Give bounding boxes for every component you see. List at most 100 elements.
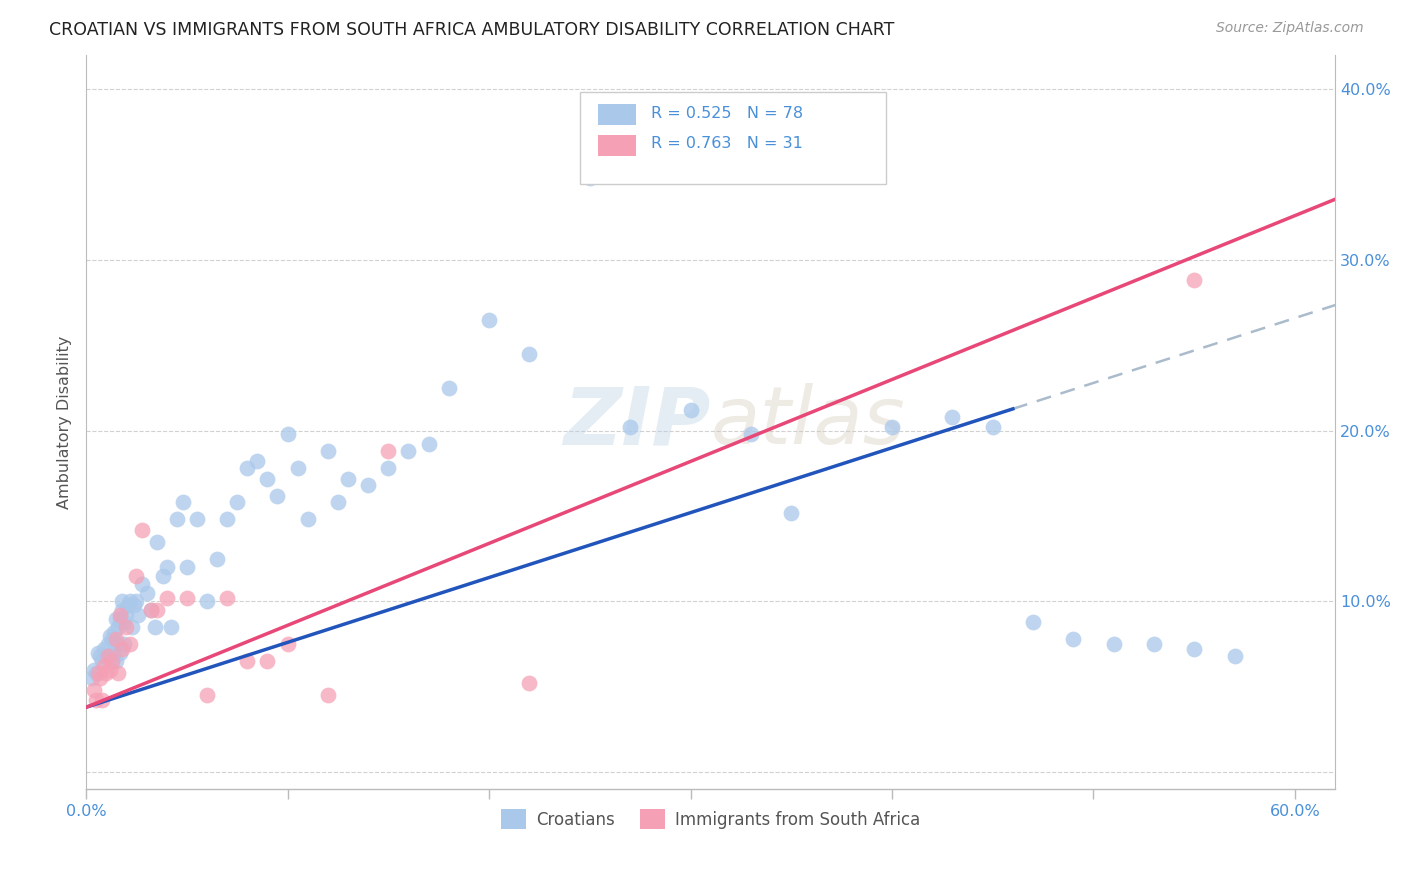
Point bbox=[145, 603, 167, 617]
Text: ZIP: ZIP bbox=[564, 384, 710, 461]
Point bbox=[112, 637, 135, 651]
Bar bbox=[598, 104, 636, 125]
Point bbox=[112, 615, 135, 629]
Point bbox=[377, 461, 399, 475]
Point bbox=[131, 523, 153, 537]
Point bbox=[156, 591, 179, 605]
Point bbox=[256, 654, 278, 668]
Point bbox=[145, 534, 167, 549]
Text: R = 0.763   N = 31: R = 0.763 N = 31 bbox=[651, 136, 803, 152]
Point bbox=[266, 489, 288, 503]
Point bbox=[981, 420, 1004, 434]
Point bbox=[87, 646, 110, 660]
Point bbox=[125, 594, 148, 608]
Point bbox=[131, 577, 153, 591]
Point bbox=[166, 512, 188, 526]
Point bbox=[1182, 273, 1205, 287]
Point bbox=[101, 632, 124, 646]
Point bbox=[84, 666, 107, 681]
Point bbox=[780, 506, 803, 520]
Point bbox=[120, 637, 142, 651]
Point bbox=[98, 629, 121, 643]
Point bbox=[377, 444, 399, 458]
Point bbox=[93, 642, 115, 657]
Text: R = 0.525   N = 78: R = 0.525 N = 78 bbox=[651, 105, 803, 120]
Point bbox=[517, 676, 540, 690]
Point bbox=[91, 654, 114, 668]
Point bbox=[217, 591, 239, 605]
Point bbox=[517, 347, 540, 361]
Point bbox=[111, 594, 134, 608]
Point bbox=[287, 461, 309, 475]
Point bbox=[107, 620, 129, 634]
Point bbox=[478, 312, 501, 326]
Point bbox=[277, 637, 299, 651]
Point bbox=[156, 560, 179, 574]
Point bbox=[941, 410, 963, 425]
Point bbox=[619, 420, 641, 434]
Point bbox=[124, 598, 146, 612]
Point bbox=[83, 663, 105, 677]
Point bbox=[256, 471, 278, 485]
Y-axis label: Ambulatory Disability: Ambulatory Disability bbox=[58, 335, 72, 508]
Point bbox=[437, 381, 460, 395]
Point bbox=[121, 620, 143, 634]
Point bbox=[396, 444, 419, 458]
Point bbox=[236, 461, 259, 475]
Point bbox=[105, 654, 128, 668]
Point bbox=[246, 454, 269, 468]
Point bbox=[143, 620, 166, 634]
Point bbox=[96, 666, 118, 681]
Point bbox=[105, 611, 128, 625]
Point bbox=[326, 495, 349, 509]
Point bbox=[84, 693, 107, 707]
Point bbox=[236, 654, 259, 668]
Point bbox=[578, 171, 600, 186]
Point bbox=[226, 495, 249, 509]
Point bbox=[337, 471, 360, 485]
Point bbox=[111, 642, 134, 657]
Point bbox=[316, 689, 339, 703]
Point bbox=[1143, 637, 1166, 651]
Point bbox=[139, 603, 162, 617]
Point bbox=[93, 659, 115, 673]
Point bbox=[152, 569, 174, 583]
Point bbox=[1223, 648, 1246, 663]
Point bbox=[89, 671, 111, 685]
Point bbox=[101, 654, 124, 668]
Point bbox=[87, 666, 110, 681]
Point bbox=[217, 512, 239, 526]
Point bbox=[91, 693, 114, 707]
Point bbox=[1102, 637, 1125, 651]
Point bbox=[82, 671, 104, 685]
Point bbox=[101, 654, 124, 668]
Point bbox=[679, 403, 702, 417]
Point bbox=[115, 620, 138, 634]
Point bbox=[97, 637, 120, 651]
Point bbox=[120, 594, 142, 608]
Point bbox=[176, 560, 198, 574]
Point bbox=[135, 586, 157, 600]
Point bbox=[97, 648, 120, 663]
Point bbox=[83, 683, 105, 698]
Point bbox=[186, 512, 208, 526]
Point bbox=[125, 569, 148, 583]
Point bbox=[103, 625, 125, 640]
Point bbox=[176, 591, 198, 605]
Point bbox=[159, 620, 181, 634]
Point bbox=[172, 495, 194, 509]
Legend: Croatians, Immigrants from South Africa: Croatians, Immigrants from South Africa bbox=[495, 802, 927, 836]
Point bbox=[316, 444, 339, 458]
Point bbox=[418, 437, 440, 451]
Point bbox=[195, 689, 218, 703]
Point bbox=[110, 608, 132, 623]
Point bbox=[1022, 615, 1045, 629]
Point bbox=[127, 608, 149, 623]
Point bbox=[357, 478, 380, 492]
Point bbox=[89, 648, 111, 663]
Point bbox=[110, 611, 132, 625]
Point bbox=[195, 594, 218, 608]
Point bbox=[103, 646, 125, 660]
Point bbox=[297, 512, 319, 526]
Point bbox=[110, 646, 132, 660]
